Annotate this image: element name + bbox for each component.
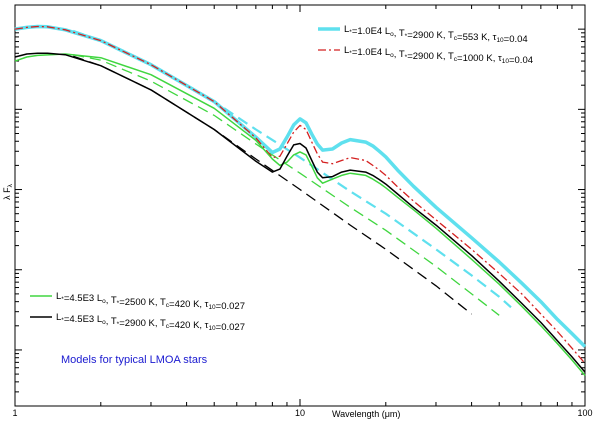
x-tick-label: 10 bbox=[295, 408, 305, 418]
y-axis-title: λ Fλ bbox=[2, 183, 14, 200]
extrapolation-line bbox=[73, 54, 500, 316]
legend-entry: L*=1.0E4 Lo, T*=2900 K, Tc=1000 K, τ10=0… bbox=[344, 45, 533, 66]
legend-entry: L*=1.0E4 Lo, T*=2900 K, Tc=553 K, τ10=0.… bbox=[344, 24, 528, 45]
extrapolation-line bbox=[72, 29, 512, 309]
x-tick-label: 100 bbox=[577, 408, 592, 418]
annotation: Models for typical LMOA stars bbox=[61, 354, 208, 366]
series-line-s4 bbox=[14, 52, 586, 373]
axis-ticks: 1 10 100 bbox=[12, 4, 593, 418]
x-tick-label: 1 bbox=[12, 408, 17, 418]
legend-entry: L*=4.5E3 Lo, T*=2900 K, Tc=420 K, τ10=0.… bbox=[56, 312, 245, 333]
legend-group: L*=1.0E4 Lo, T*=2900 K, Tc=553 K, τ10=0.… bbox=[30, 24, 533, 333]
series-line-s3 bbox=[14, 53, 586, 376]
series-line-s2 bbox=[14, 25, 586, 364]
series-group bbox=[14, 24, 587, 376]
legend-entry: L*=4.5E3 Lo, T*=2500 K, Tc=420 K, τ10=0.… bbox=[56, 291, 245, 312]
x-axis-title: Wavelength (μm) bbox=[332, 409, 400, 419]
